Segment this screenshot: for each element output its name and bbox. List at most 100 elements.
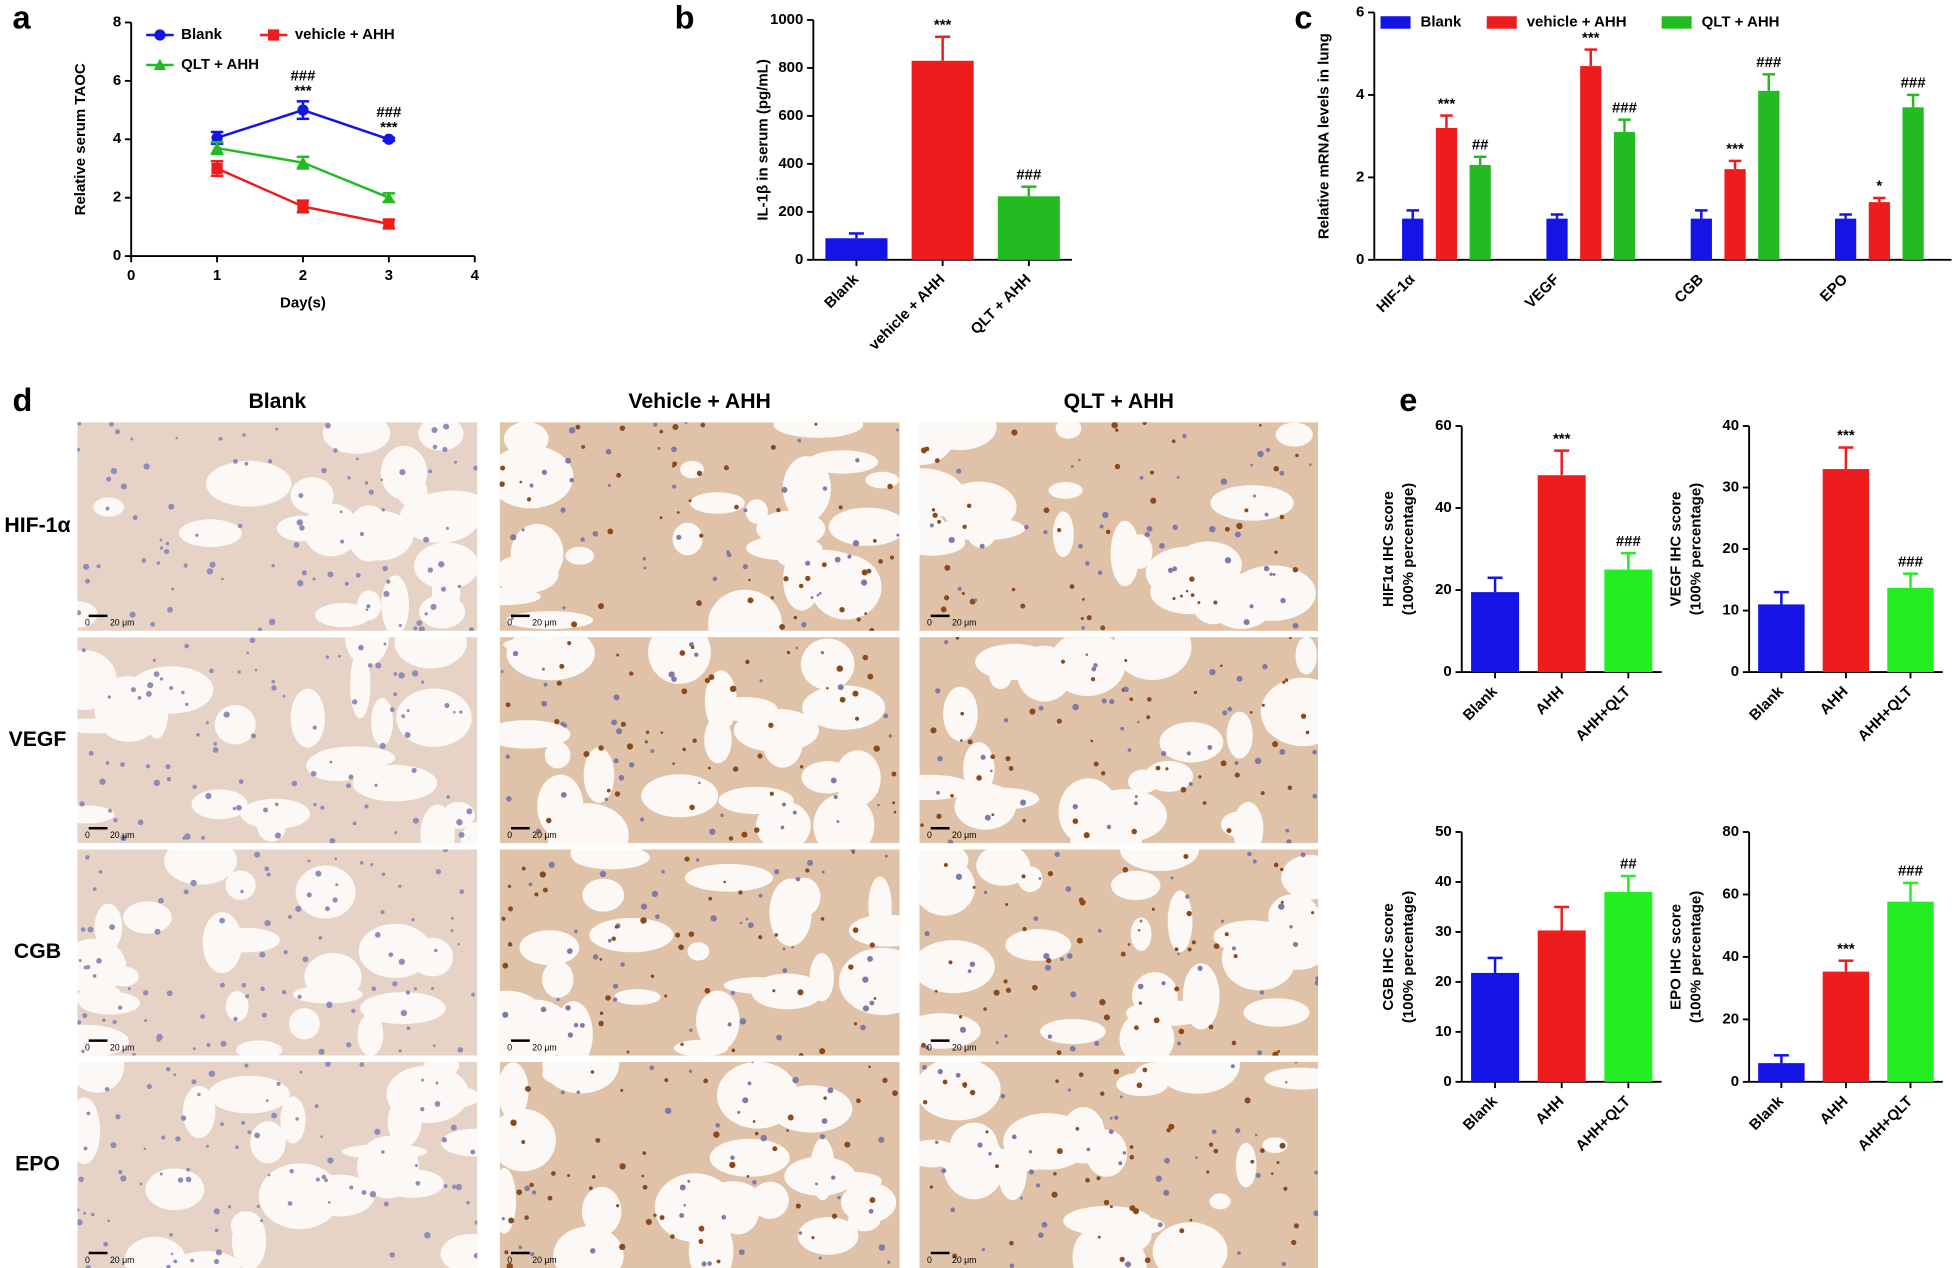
- nucleus: [306, 892, 312, 898]
- bar: [1435, 127, 1458, 260]
- airspace: [581, 1186, 622, 1236]
- airspace: [553, 1226, 624, 1268]
- nucleus: [1315, 976, 1319, 981]
- nucleus: [639, 817, 645, 822]
- x-tick-label: AHH+QLT: [1572, 683, 1634, 745]
- nucleus: [213, 1258, 220, 1265]
- nucleus: [169, 1233, 173, 1237]
- nucleus: [1220, 760, 1227, 767]
- nucleus: [441, 1137, 447, 1143]
- scale-length: 20 μm: [532, 1042, 556, 1052]
- nucleus: [641, 1174, 645, 1178]
- nucleus: [862, 976, 869, 983]
- nucleus: [1103, 1199, 1110, 1206]
- nucleus: [77, 1208, 80, 1212]
- airspace: [583, 747, 615, 803]
- nucleus: [324, 1178, 328, 1183]
- nucleus: [569, 477, 575, 483]
- airspace: [704, 716, 732, 764]
- nucleus: [613, 758, 619, 764]
- airspace: [1295, 637, 1317, 675]
- nucleus: [88, 751, 94, 756]
- nucleus: [152, 658, 156, 662]
- nucleus: [454, 460, 458, 464]
- nucleus: [264, 919, 271, 927]
- nucleus: [689, 804, 695, 811]
- nucleus: [519, 480, 523, 484]
- nucleus: [271, 685, 277, 691]
- nucleus: [535, 828, 541, 834]
- nucleus: [265, 1099, 269, 1102]
- panel-letter: c: [1294, 0, 1312, 36]
- nucleus: [760, 1134, 767, 1142]
- nucleus: [688, 642, 694, 648]
- nucleus: [1226, 828, 1232, 834]
- nucleus: [195, 533, 199, 537]
- nucleus: [313, 802, 317, 807]
- nucleus: [1314, 979, 1319, 986]
- nucleus: [435, 869, 442, 875]
- nucleus: [516, 1189, 523, 1196]
- nucleus: [864, 612, 868, 615]
- nucleus: [774, 933, 778, 937]
- nucleus: [708, 896, 713, 901]
- nucleus: [1003, 717, 1009, 723]
- marker: [297, 104, 309, 116]
- nucleus: [821, 562, 827, 568]
- nucleus: [704, 677, 711, 684]
- nucleus: [891, 771, 897, 777]
- nucleus: [370, 863, 374, 866]
- nucleus: [977, 1142, 983, 1148]
- nucleus: [818, 1256, 822, 1260]
- airspace: [109, 966, 139, 987]
- nucleus: [1269, 572, 1273, 576]
- nucleus: [1220, 664, 1223, 668]
- airspace: [1167, 890, 1193, 953]
- nucleus: [92, 887, 97, 891]
- legend-label: QLT + AHH: [1702, 13, 1780, 30]
- airspace: [810, 1138, 835, 1201]
- nucleus: [887, 1260, 891, 1264]
- nucleus: [1032, 984, 1038, 991]
- nucleus: [873, 997, 877, 1000]
- nucleus: [988, 1152, 992, 1156]
- nucleus: [659, 516, 663, 520]
- legend-label: vehicle + AHH: [295, 26, 395, 43]
- bar: [1887, 587, 1934, 673]
- nucleus: [505, 754, 510, 759]
- nucleus: [1193, 690, 1198, 695]
- nucleus: [192, 1047, 196, 1051]
- airspace: [589, 917, 674, 953]
- annotation: ***: [1438, 95, 1456, 112]
- nucleus: [1222, 710, 1228, 716]
- nucleus: [704, 987, 711, 994]
- nucleus: [293, 542, 300, 548]
- nucleus: [728, 836, 734, 841]
- y-tick-label: 10: [1722, 602, 1739, 619]
- nucleus: [1133, 801, 1138, 806]
- nucleus: [103, 1241, 109, 1247]
- nucleus: [85, 964, 91, 970]
- nucleus: [560, 507, 566, 513]
- legend-label: QLT + AHH: [181, 56, 259, 73]
- nucleus: [1009, 1240, 1014, 1246]
- nucleus: [1285, 1081, 1288, 1084]
- nucleus: [416, 620, 423, 626]
- marker: [382, 191, 396, 203]
- nucleus: [401, 714, 406, 719]
- annotation: ***: [1553, 430, 1571, 447]
- x-tick-label: vehicle + AHH: [866, 271, 949, 354]
- airspace: [442, 801, 475, 829]
- nucleus: [944, 564, 951, 571]
- nucleus: [1020, 1196, 1023, 1200]
- nucleus: [168, 503, 175, 510]
- micrograph: [919, 849, 1319, 1056]
- nucleus: [326, 1001, 333, 1009]
- airspace: [418, 422, 464, 451]
- nucleus: [701, 1261, 707, 1267]
- nucleus: [614, 791, 621, 797]
- nucleus: [990, 754, 996, 760]
- nucleus: [1191, 940, 1196, 945]
- airspace: [214, 704, 256, 745]
- nucleus: [1198, 775, 1202, 779]
